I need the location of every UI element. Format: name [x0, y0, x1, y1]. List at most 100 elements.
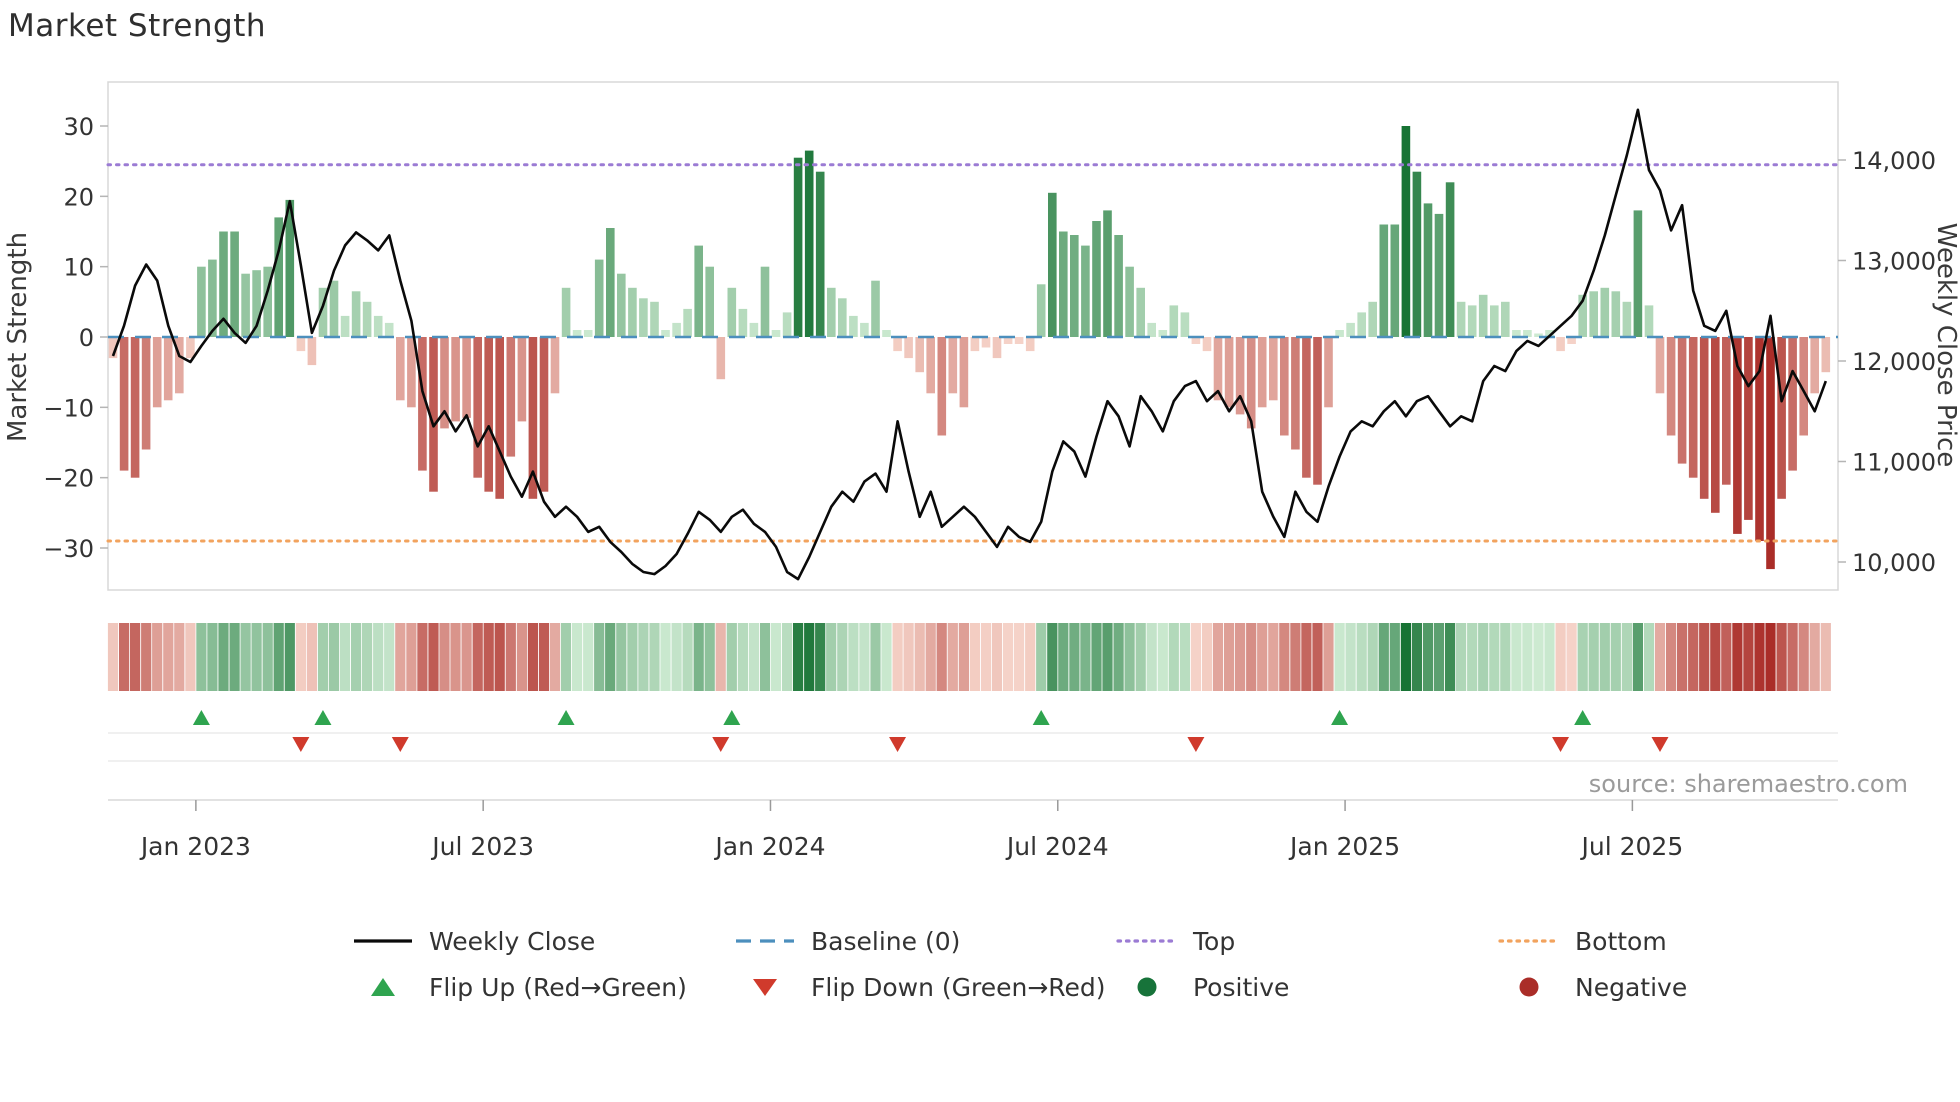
strength-bar-positive	[1335, 330, 1344, 337]
strength-bar-negative	[451, 337, 460, 422]
heatmap-cell	[262, 623, 273, 691]
strength-bar-positive	[252, 270, 261, 337]
heatmap-cell	[793, 623, 804, 691]
heatmap-cell	[770, 623, 782, 691]
heatmap-cell	[660, 623, 671, 691]
heatmap-cell	[1411, 623, 1422, 691]
heatmap-cell	[1235, 623, 1246, 691]
strength-bar-positive	[241, 273, 250, 337]
heatmap-cell	[119, 623, 130, 691]
heatmap-cell	[1146, 623, 1157, 691]
strength-bar-positive	[1114, 235, 1123, 337]
strength-bar-negative	[1025, 337, 1035, 352]
strength-bar-positive	[1611, 291, 1621, 337]
heatmap-cell	[1478, 623, 1489, 691]
triangle-down-legend-swatch	[753, 979, 777, 996]
strength-bar-negative	[396, 337, 405, 401]
heatmap-cell	[1522, 623, 1533, 691]
strength-bar-negative	[108, 337, 118, 359]
heatmap-cell	[306, 623, 317, 691]
heatmap-cell	[969, 623, 980, 691]
strength-bar-positive	[362, 301, 372, 337]
strength-bar-negative	[440, 337, 449, 429]
heatmap-cell	[141, 623, 152, 691]
heatmap-cell	[362, 623, 373, 691]
heatmap-cell	[1445, 623, 1456, 691]
heatmap-cell	[1301, 623, 1312, 691]
heatmap-cell	[1168, 623, 1179, 691]
heatmap-cell	[317, 623, 329, 691]
strength-bar-negative	[716, 337, 726, 380]
heatmap-cell	[1467, 623, 1478, 691]
heatmap-cell	[1047, 623, 1058, 691]
strength-bar-positive	[628, 287, 637, 337]
heatmap-cell	[1721, 623, 1732, 691]
strength-bar-negative	[1744, 337, 1753, 520]
strength-bar-positive	[1490, 305, 1499, 337]
strength-bar-negative	[1733, 337, 1742, 534]
x-axis-tick-label: Jul 2025	[1580, 832, 1684, 861]
strength-bar-negative	[473, 337, 482, 478]
heatmap-cell	[1677, 623, 1688, 691]
strength-bar-positive	[351, 291, 361, 337]
heatmap-cell	[1798, 623, 1809, 691]
strength-bar-positive	[1390, 224, 1400, 337]
flip-down-marker	[889, 737, 907, 752]
circle-legend-swatch	[1137, 977, 1157, 997]
legend-label: Baseline (0)	[811, 926, 961, 956]
heatmap-cell	[251, 623, 262, 691]
strength-bar-positive	[384, 322, 394, 337]
heatmap-cell	[671, 623, 682, 691]
heatmap-cell	[1743, 623, 1754, 691]
strength-bar-negative	[1788, 337, 1797, 471]
strength-bar-positive	[208, 259, 217, 337]
x-axis-tick-label: Jan 2025	[1288, 832, 1400, 861]
heatmap-cell	[527, 623, 538, 691]
strength-bar-negative	[1324, 337, 1333, 408]
dotted-legend-swatch	[1116, 939, 1178, 943]
strength-bar-positive	[727, 287, 737, 337]
legend-label: Positive	[1193, 972, 1290, 1002]
strength-bar-positive	[1545, 330, 1554, 337]
strength-bar-negative	[462, 337, 471, 418]
strength-bar-positive	[230, 231, 239, 337]
heatmap-cell	[284, 623, 295, 691]
strength-bar-negative	[1291, 337, 1300, 450]
heatmap-cell	[892, 623, 903, 691]
heatmap-cell	[428, 623, 439, 691]
strength-bar-positive	[683, 308, 692, 337]
heatmap-cell	[1279, 623, 1290, 691]
legend-label: Flip Down (Green→Red)	[811, 972, 1106, 1002]
heatmap-cell	[936, 623, 947, 691]
strength-bar-positive	[849, 315, 858, 337]
strength-bar-negative	[992, 337, 1002, 359]
flip-up-marker	[1331, 710, 1349, 725]
heatmap-cell	[1246, 623, 1257, 691]
heatmap-cell	[1632, 623, 1643, 691]
x-axis-tick-label: Jul 2023	[430, 832, 534, 861]
strength-bar-positive	[1180, 312, 1190, 337]
strength-bar-positive	[340, 315, 350, 337]
strength-bar-positive	[1445, 182, 1455, 337]
triangle-up-legend-glyph	[371, 978, 395, 996]
strength-bar-positive	[838, 298, 847, 337]
strength-bar-negative	[517, 337, 527, 422]
heatmap-cell	[759, 623, 771, 691]
strength-bar-negative	[296, 337, 306, 352]
strength-bar-positive	[1059, 231, 1068, 337]
heatmap-cell	[1489, 623, 1500, 691]
strength-bar-negative	[141, 337, 151, 450]
strength-bar-negative	[981, 337, 991, 348]
strength-bar-positive	[263, 266, 272, 337]
strength-bar-positive	[782, 312, 792, 337]
strength-bar-negative	[1202, 337, 1212, 352]
heatmap-cell	[1179, 623, 1190, 691]
heatmap-cell	[549, 623, 561, 691]
strength-bar-negative	[1003, 337, 1013, 344]
strength-bar-negative	[1269, 337, 1278, 401]
chart-legend: Weekly Close Baseline (0) Top Bottom Flip Up…	[352, 922, 1880, 1006]
strength-bar-positive	[1589, 291, 1598, 337]
legend-label: Bottom	[1575, 926, 1667, 956]
heatmap-cell	[351, 623, 362, 691]
heatmap-cell	[1710, 623, 1721, 691]
